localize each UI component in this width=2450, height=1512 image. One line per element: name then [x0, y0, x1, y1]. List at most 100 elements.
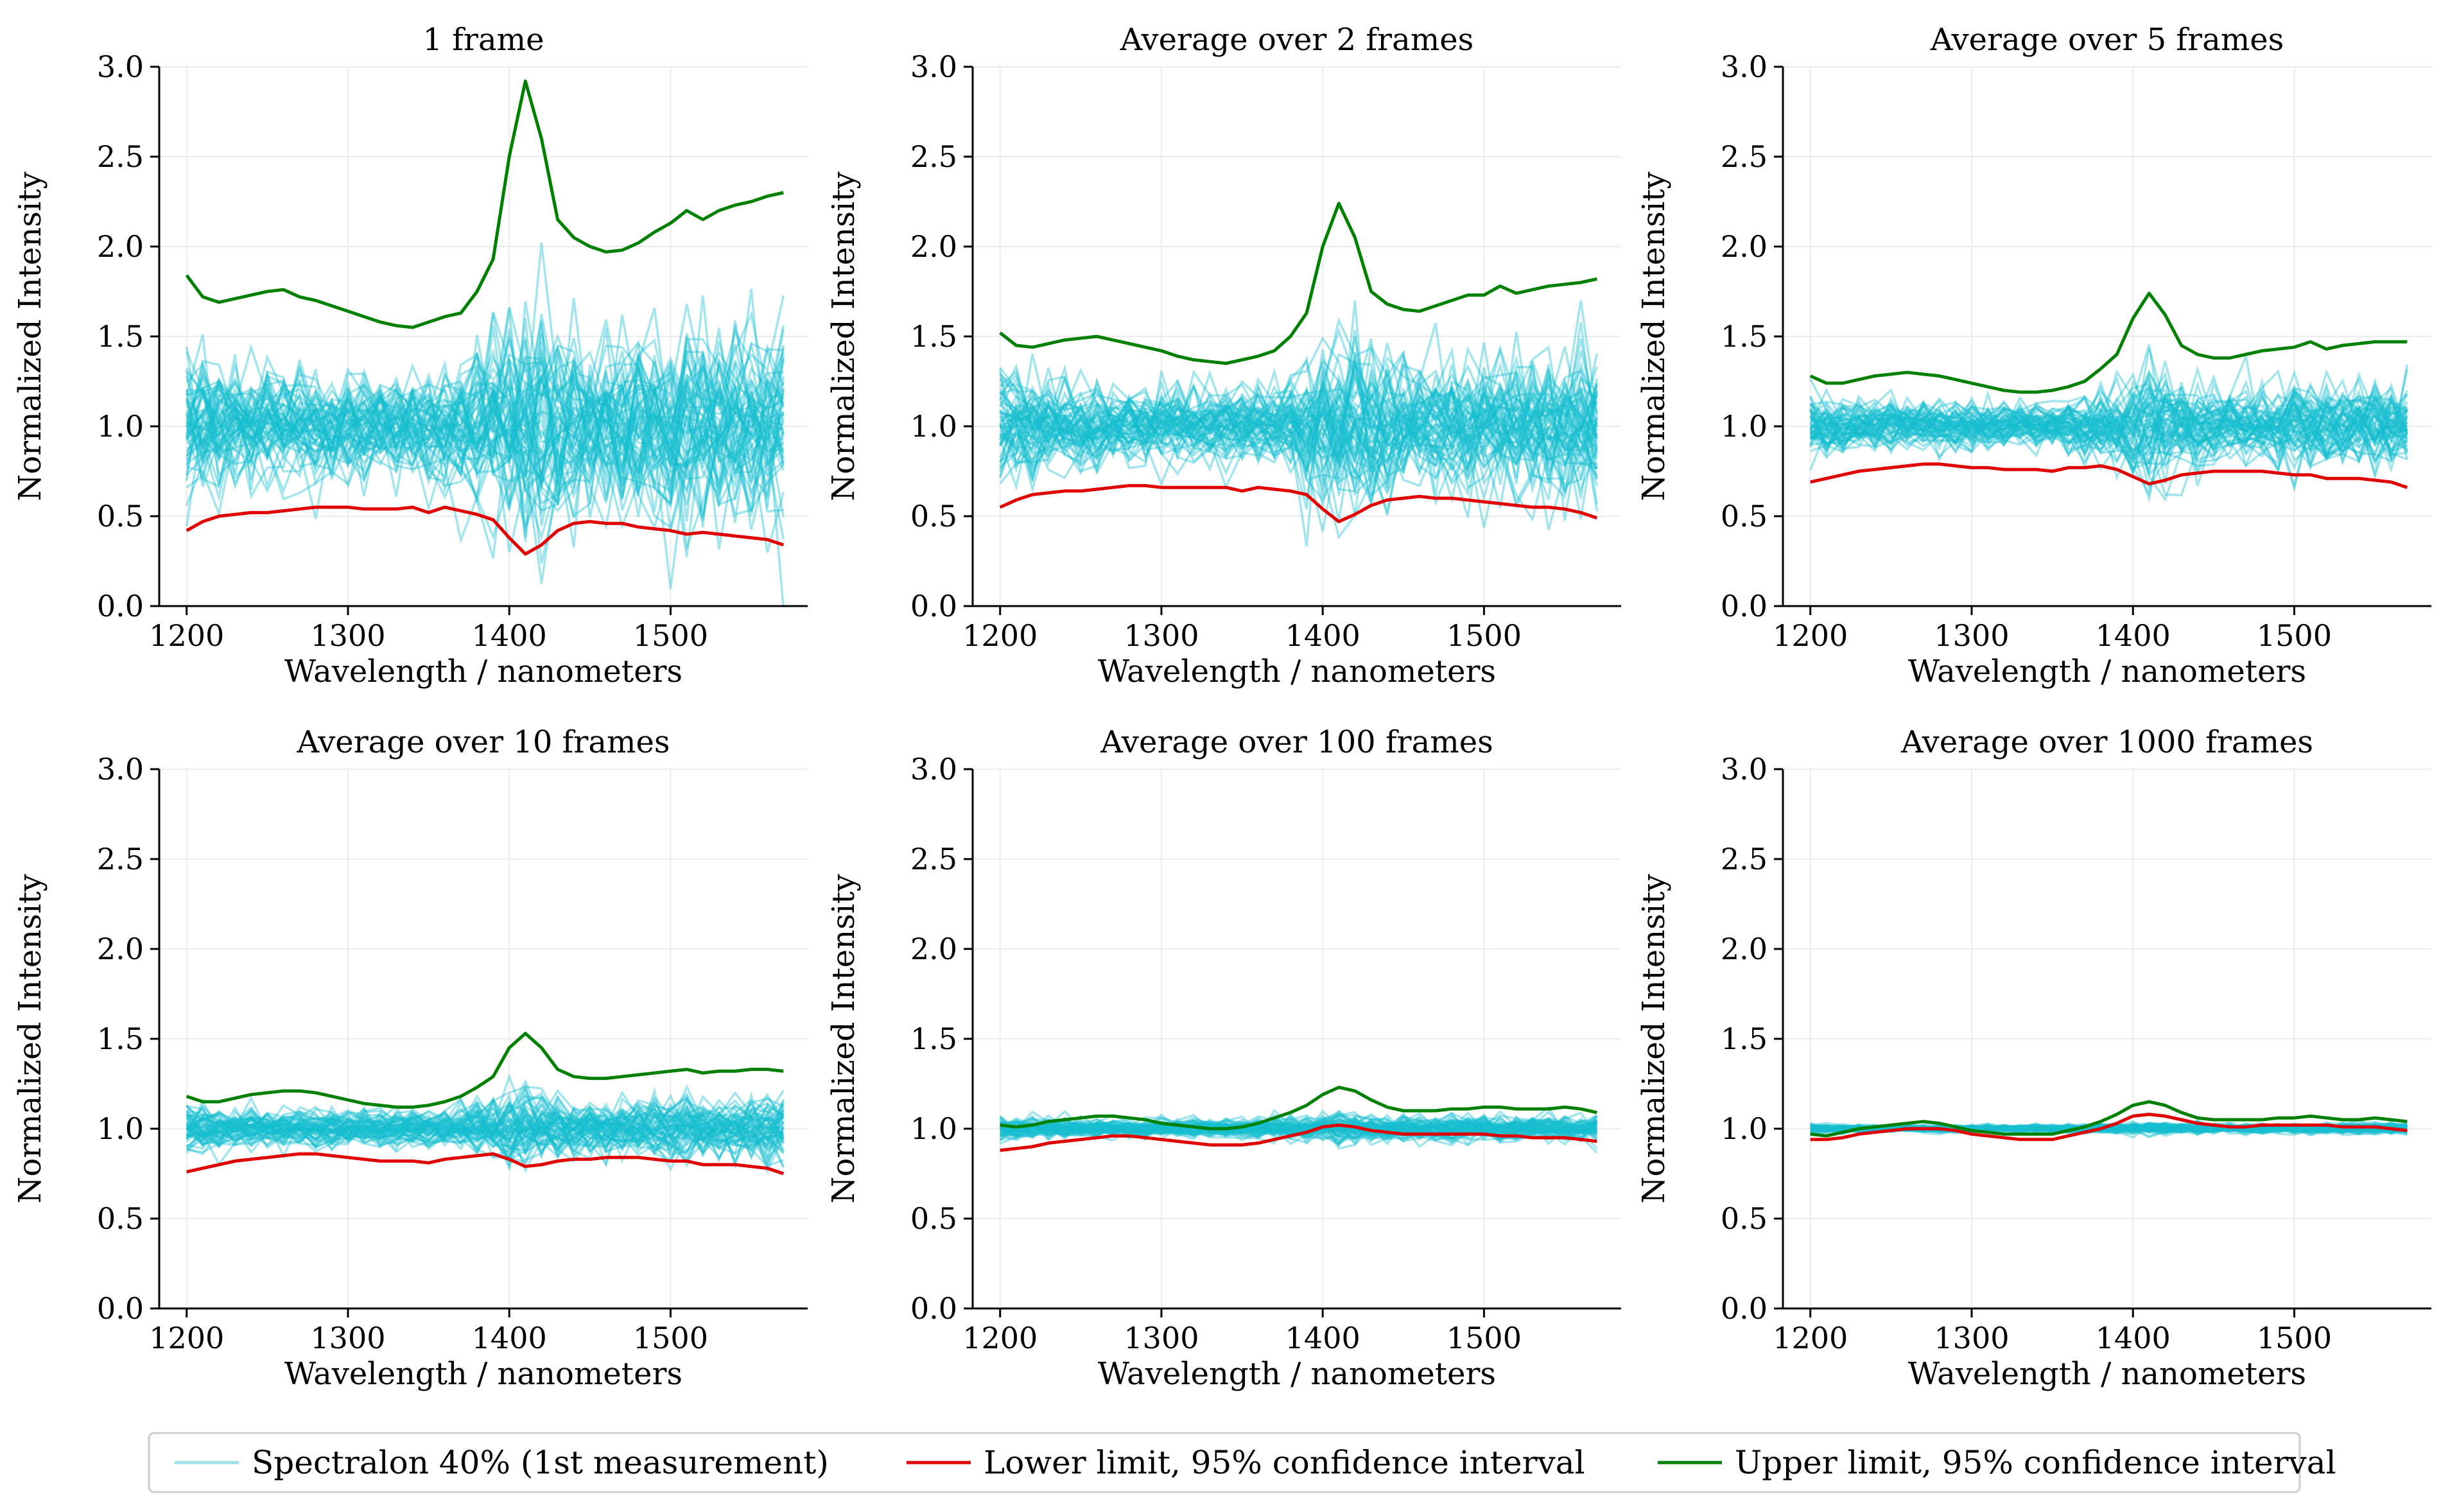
measurement-line: [186, 242, 785, 502]
measurement-line: [1809, 398, 2408, 497]
measurement-line: [1810, 1124, 2408, 1139]
measurement-line: [999, 1110, 1597, 1138]
y-tick-label: 2.0: [97, 932, 144, 966]
measurement-line: [1000, 1109, 1597, 1136]
x-tick-label: 1200: [149, 1321, 224, 1355]
y-axis-label: Normalized Intensity: [1636, 171, 1672, 501]
measurement-line: [999, 351, 1598, 503]
measurement-line: [185, 344, 785, 499]
measurement-line: [186, 382, 785, 505]
measurement-line: [185, 311, 785, 461]
measurement-line: [186, 295, 785, 501]
y-tick-label: 3.0: [97, 752, 144, 786]
y-tick-label: 0.5: [1721, 1201, 1768, 1236]
measurement-line: [186, 1086, 785, 1145]
measurement-line: [186, 1095, 784, 1149]
measurement-line: [1810, 1123, 2408, 1134]
measurement-line: [186, 1106, 785, 1165]
measurement-line: [186, 1100, 785, 1167]
y-tick-label: 3.0: [1721, 49, 1768, 84]
measurement-line: [186, 349, 785, 549]
measurement-traces: [185, 242, 785, 606]
measurement-line: [999, 1115, 1598, 1143]
measurement-line: [999, 1109, 1598, 1140]
measurement-line: [1000, 1115, 1597, 1145]
measurement-line: [186, 1082, 785, 1142]
measurement-line: [186, 1086, 784, 1148]
legend-label-measurement: Spectralon 40% (1st measurement): [252, 1444, 829, 1481]
measurement-line: [1000, 1113, 1598, 1135]
measurement-line: [1810, 1124, 2408, 1136]
measurement-line: [1000, 1113, 1597, 1139]
measurement-line: [185, 379, 785, 544]
x-tick-label: 1400: [2096, 618, 2171, 653]
measurement-line: [1809, 406, 2408, 502]
measurement-line: [999, 370, 1599, 520]
y-tick-label: 2.0: [910, 229, 957, 264]
measurement-line: [186, 332, 785, 517]
measurement-line: [1810, 401, 2408, 470]
measurement-line: [999, 1122, 1597, 1147]
subplot-title: Average over 2 frames: [1120, 22, 1474, 58]
measurement-line: [1810, 372, 2408, 474]
y-axis-label: Normalized Intensity: [12, 171, 48, 501]
measurement-line: [1809, 376, 2408, 456]
measurement-line: [186, 295, 785, 487]
measurement-line: [1810, 375, 2408, 463]
measurement-line: [999, 1114, 1598, 1139]
measurement-line: [1809, 370, 2408, 461]
measurement-line: [999, 1117, 1598, 1137]
measurement-line: [1810, 1124, 2408, 1136]
measurement-line: [1810, 395, 2408, 456]
x-axis-label: Wavelength / nanometers: [1908, 654, 2306, 690]
measurement-line: [999, 322, 1597, 482]
y-tick-label: 1.0: [910, 1111, 957, 1146]
measurement-line: [186, 1095, 785, 1160]
measurement-line: [1809, 378, 2408, 477]
measurement-line: [186, 359, 785, 487]
x-tick-label: 1300: [1934, 618, 2009, 653]
upper-limit-line: [1000, 1086, 1597, 1131]
measurement-traces: [186, 1073, 785, 1174]
measurement-line: [1810, 347, 2408, 454]
measurement-line: [999, 1109, 1597, 1137]
subplot-1: 1200 1300 1400 1500 0.0 0.5 1.0 1.5 2.0 2.5 3.0 Wav…: [12, 22, 808, 690]
measurement-line: [1000, 347, 1599, 499]
measurement-line: [999, 1115, 1598, 1143]
measurement-line: [999, 1117, 1597, 1141]
measurement-line: [186, 1095, 785, 1154]
measurement-line: [1809, 389, 2408, 465]
measurement-line: [186, 288, 785, 539]
y-tick-label: 0.0: [97, 1291, 144, 1326]
measurement-line: [999, 356, 1598, 475]
y-tick-label: 1.0: [1721, 1111, 1768, 1146]
y-tick-label: 1.5: [1721, 1021, 1768, 1056]
measurement-line: [186, 357, 785, 485]
y-tick-label: 1.0: [97, 1111, 144, 1146]
measurement-line: [186, 379, 785, 513]
lower-limit-line: [999, 483, 1598, 523]
measurement-line: [186, 1104, 785, 1154]
measurement-line: [1809, 392, 2408, 470]
y-tick-label: 2.0: [910, 932, 957, 966]
measurement-line: [186, 358, 785, 480]
y-axis-label: Normalized Intensity: [12, 874, 48, 1203]
measurement-line: [186, 1102, 784, 1160]
measurement-line: [1809, 352, 2408, 477]
measurement-line: [1000, 336, 1599, 497]
y-tick-label: 2.5: [97, 842, 144, 876]
measurement-line: [186, 1103, 785, 1167]
lower-limit-line: [1810, 1113, 2408, 1142]
measurement-line: [999, 1117, 1597, 1142]
measurement-line: [999, 364, 1598, 507]
measurement-line: [186, 1095, 785, 1153]
measurement-line: [186, 1099, 785, 1148]
measurement-line: [1000, 1114, 1598, 1145]
measurement-line: [186, 334, 785, 505]
measurement-line: [186, 1089, 785, 1154]
measurement-line: [186, 329, 785, 532]
measurement-line: [999, 377, 1598, 496]
measurement-line: [999, 361, 1597, 492]
measurement-line: [186, 343, 785, 495]
measurement-line: [186, 382, 785, 557]
